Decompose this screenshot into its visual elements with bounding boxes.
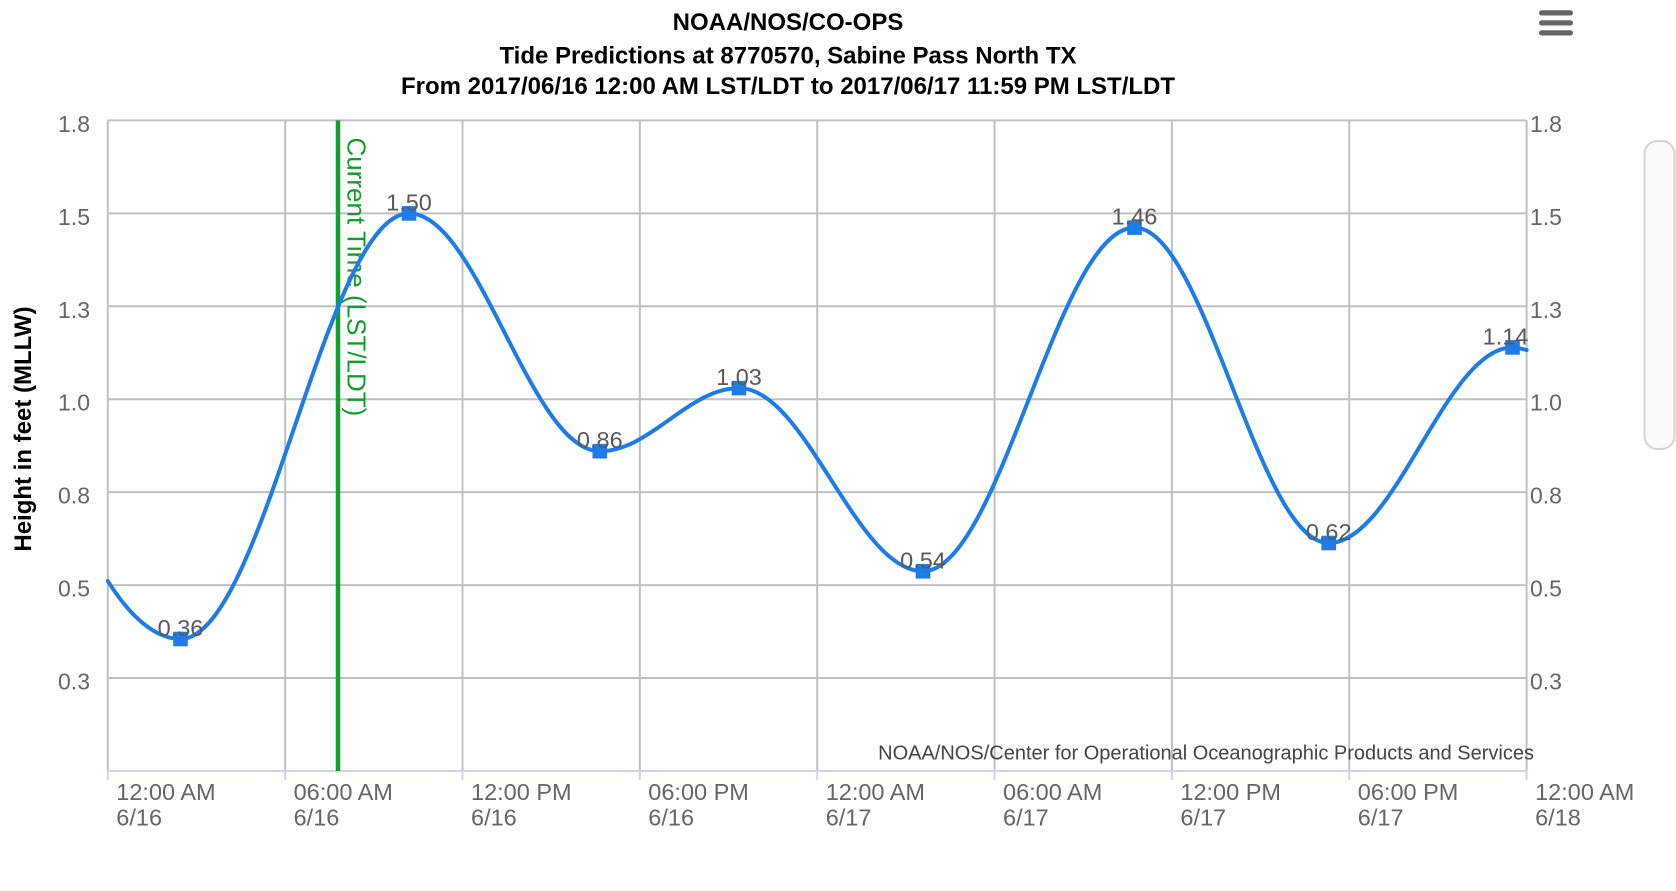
svg-text:1.8: 1.8 — [58, 111, 90, 137]
svg-text:6/16: 6/16 — [648, 805, 694, 831]
svg-text:1.14: 1.14 — [1483, 323, 1529, 349]
svg-text:1.8: 1.8 — [1530, 111, 1562, 137]
svg-text:Height in feet (MLLW): Height in feet (MLLW) — [10, 306, 37, 551]
svg-text:0.36: 0.36 — [158, 615, 204, 641]
svg-text:1.46: 1.46 — [1112, 204, 1158, 230]
svg-text:12:00 PM: 12:00 PM — [471, 779, 572, 805]
svg-text:12:00 AM: 12:00 AM — [826, 779, 925, 805]
svg-text:0.5: 0.5 — [1530, 576, 1562, 602]
svg-text:Current Time (LST/LDT): Current Time (LST/LDT) — [342, 138, 372, 417]
svg-text:12:00 AM: 12:00 AM — [116, 779, 215, 805]
svg-text:06:00 AM: 06:00 AM — [294, 779, 393, 805]
svg-text:Tide Predictions at 8770570, S: Tide Predictions at 8770570, Sabine Pass… — [499, 43, 1076, 70]
svg-text:1.03: 1.03 — [716, 364, 762, 390]
svg-text:1.0: 1.0 — [58, 390, 90, 416]
svg-text:0.86: 0.86 — [577, 427, 623, 453]
svg-text:6/16: 6/16 — [116, 805, 162, 831]
svg-text:06:00 AM: 06:00 AM — [1003, 779, 1102, 805]
svg-text:0.5: 0.5 — [58, 576, 90, 602]
svg-text:NOAA/NOS/CO-OPS: NOAA/NOS/CO-OPS — [673, 9, 904, 36]
svg-text:06:00 PM: 06:00 PM — [1358, 779, 1459, 805]
svg-text:6/16: 6/16 — [294, 805, 340, 831]
svg-text:0.62: 0.62 — [1306, 519, 1352, 545]
svg-text:06:00 PM: 06:00 PM — [648, 779, 749, 805]
svg-text:NOAA/NOS/Center for Operationa: NOAA/NOS/Center for Operational Oceanogr… — [878, 743, 1534, 765]
svg-text:6/16: 6/16 — [471, 805, 517, 831]
svg-text:12:00 AM: 12:00 AM — [1535, 779, 1634, 805]
svg-text:6/18: 6/18 — [1535, 805, 1581, 831]
svg-text:0.8: 0.8 — [58, 483, 90, 509]
svg-text:6/17: 6/17 — [1003, 805, 1049, 831]
svg-text:1.50: 1.50 — [386, 189, 432, 215]
svg-text:1.5: 1.5 — [1530, 204, 1562, 230]
svg-text:6/17: 6/17 — [1180, 805, 1226, 831]
svg-text:0.8: 0.8 — [1530, 483, 1562, 509]
svg-text:6/17: 6/17 — [1358, 805, 1404, 831]
svg-text:0.54: 0.54 — [900, 547, 946, 573]
svg-text:1.3: 1.3 — [58, 297, 90, 323]
svg-text:12:00 PM: 12:00 PM — [1180, 779, 1281, 805]
svg-text:From 2017/06/16 12:00 AM LST/L: From 2017/06/16 12:00 AM LST/LDT to 2017… — [401, 73, 1175, 100]
svg-text:1.3: 1.3 — [1530, 297, 1562, 323]
svg-text:1.0: 1.0 — [1530, 390, 1562, 416]
svg-text:1.5: 1.5 — [58, 204, 90, 230]
svg-text:6/17: 6/17 — [826, 805, 872, 831]
svg-text:0.3: 0.3 — [58, 669, 90, 695]
svg-text:0.3: 0.3 — [1530, 669, 1562, 695]
